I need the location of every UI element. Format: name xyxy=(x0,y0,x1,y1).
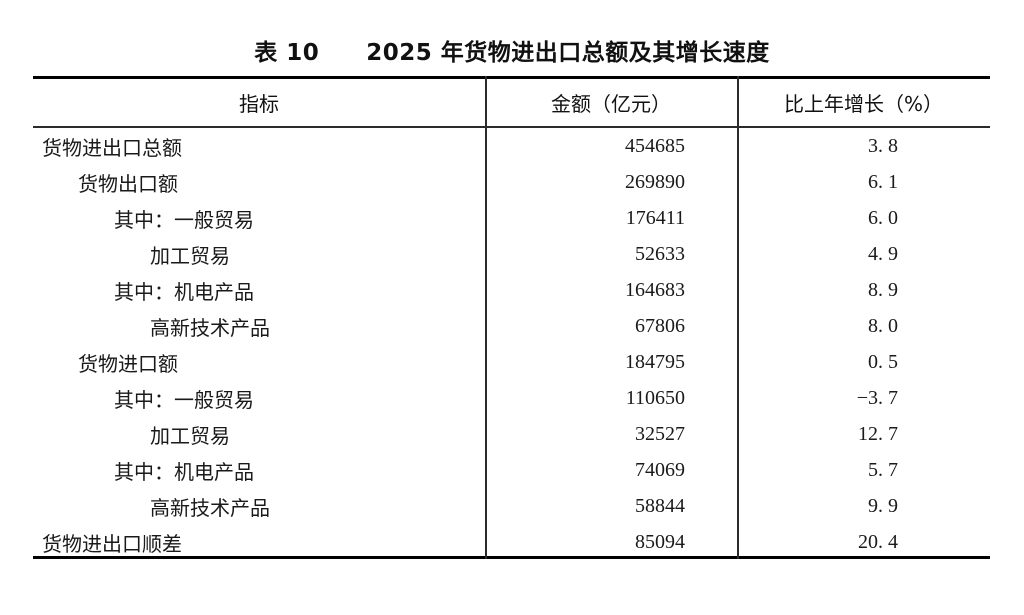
table-row: 货物进出口顺差 85094 20. 4 xyxy=(33,524,990,560)
row-amount: 52633 xyxy=(635,242,685,265)
table-row: 货物进口额 184795 0. 5 xyxy=(33,344,990,380)
row-label: 加工贸易 xyxy=(150,423,230,448)
row-growth: 6. 0 xyxy=(868,206,898,229)
table-body: 货物进出口总额 454685 3. 8 货物出口额 269890 6. 1 其中：一般贸易 1… xyxy=(33,128,990,556)
table-row: 货物进出口总额 454685 3. 8 xyxy=(33,128,990,164)
row-label: 高新技术产品 xyxy=(150,315,270,340)
row-amount: 74069 xyxy=(635,458,685,481)
row-label: 货物进口额 xyxy=(78,351,178,376)
row-label: 其中：机电产品 xyxy=(114,459,254,484)
statistics-table: 指标 金额（亿元） 比上年增长（%） 货物进出口总额 454685 3. 8 货物出口… xyxy=(33,76,990,559)
row-growth: 4. 9 xyxy=(868,242,898,265)
table-row: 其中：机电产品 164683 8. 9 xyxy=(33,272,990,308)
row-growth: 0. 5 xyxy=(868,350,898,373)
row-amount: 32527 xyxy=(635,422,685,445)
row-growth: 9. 9 xyxy=(868,494,898,517)
row-label: 其中：机电产品 xyxy=(114,279,254,304)
row-growth: 20. 4 xyxy=(858,530,898,553)
row-label: 货物进出口顺差 xyxy=(42,531,182,556)
row-amount: 110650 xyxy=(625,386,685,409)
column-header-indicator: 指标 xyxy=(239,92,279,116)
row-label: 其中：一般贸易 xyxy=(114,387,254,412)
row-amount: 269890 xyxy=(625,170,685,193)
column-header-growth: 比上年增长（%） xyxy=(783,92,943,116)
table-row: 加工贸易 52633 4. 9 xyxy=(33,236,990,272)
table-row: 其中：一般贸易 110650 −3. 7 xyxy=(33,380,990,416)
row-amount: 184795 xyxy=(625,350,685,373)
row-amount: 176411 xyxy=(625,206,685,229)
row-amount: 58844 xyxy=(635,494,685,517)
row-label: 货物进出口总额 xyxy=(42,135,182,160)
table-row: 其中：机电产品 74069 5. 7 xyxy=(33,452,990,488)
table-bottom-rule xyxy=(33,556,990,559)
row-amount: 164683 xyxy=(625,278,685,301)
row-label: 其中：一般贸易 xyxy=(114,207,254,232)
page-title: 表 10 2025 年货物进出口总额及其增长速度 xyxy=(254,40,770,66)
column-divider-1 xyxy=(485,76,487,559)
row-amount: 454685 xyxy=(625,134,685,157)
row-growth: 12. 7 xyxy=(858,422,898,445)
table-header-rule xyxy=(33,126,990,128)
column-divider-2 xyxy=(737,76,739,559)
row-growth: 3. 8 xyxy=(868,134,898,157)
row-label: 货物出口额 xyxy=(78,171,178,196)
row-growth: 6. 1 xyxy=(868,170,898,193)
row-growth: −3. 7 xyxy=(856,386,898,409)
table-row: 加工贸易 32527 12. 7 xyxy=(33,416,990,452)
row-amount: 85094 xyxy=(635,530,685,553)
table-top-rule xyxy=(33,76,990,79)
column-header-amount: 金额（亿元） xyxy=(551,92,671,116)
table-header-row: 指标 金额（亿元） 比上年增长（%） xyxy=(33,79,990,126)
row-growth: 8. 0 xyxy=(868,314,898,337)
table-row: 高新技术产品 67806 8. 0 xyxy=(33,308,990,344)
row-growth: 8. 9 xyxy=(868,278,898,301)
table-row: 货物出口额 269890 6. 1 xyxy=(33,164,990,200)
row-growth: 5. 7 xyxy=(868,458,898,481)
table-row: 高新技术产品 58844 9. 9 xyxy=(33,488,990,524)
row-label: 高新技术产品 xyxy=(150,495,270,520)
table-row: 其中：一般贸易 176411 6. 0 xyxy=(33,200,990,236)
row-amount: 67806 xyxy=(635,314,685,337)
row-label: 加工贸易 xyxy=(150,243,230,268)
